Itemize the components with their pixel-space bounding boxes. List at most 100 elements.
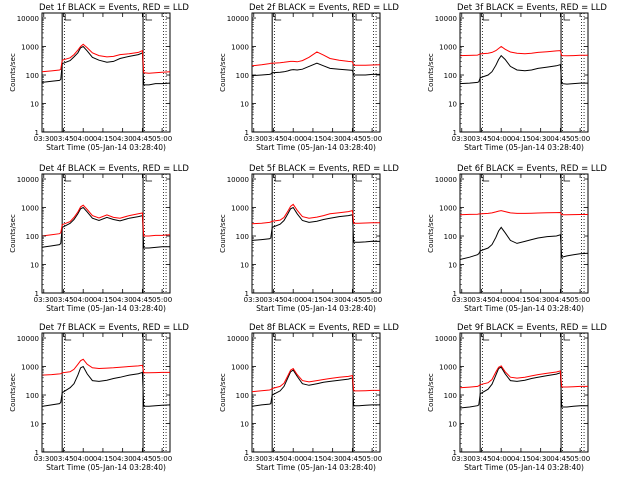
y-tick-label: 10000 [435, 335, 457, 343]
y-tick-label: 10 [30, 262, 39, 270]
y-tick-label: 100 [26, 72, 39, 80]
boundary-flag [274, 175, 282, 182]
series-line-lld [41, 204, 171, 237]
plot-frame [41, 173, 171, 294]
y-axis-label: Counts/sec [219, 214, 227, 253]
series-line-events [41, 365, 171, 407]
y-tick-label: 1 [453, 449, 457, 457]
series-line-lld [251, 203, 380, 225]
x-tick-label: 04:45 [342, 455, 362, 463]
y-tick-label: 10000 [17, 15, 39, 23]
y-axis-label: Counts/sec [427, 214, 435, 253]
y-axis-label: Counts/sec [219, 373, 227, 412]
panel-title: Det 5f BLACK = Events, RED = LLD [249, 164, 399, 174]
x-axis-label: Start Time (05-Jan-14 03:28:40) [464, 304, 584, 313]
panel-title: Det 8f BLACK = Events, RED = LLD [249, 323, 399, 333]
y-tick-label: 100 [236, 72, 249, 80]
series-line-lld [41, 358, 170, 376]
plot-frame [41, 12, 171, 133]
panel-det-2: Det 2f BLACK = Events, RED = LLD 1 10 100 10… [219, 3, 399, 152]
series-line-lld [41, 43, 171, 74]
series-line-events [251, 206, 381, 243]
plot-frame [41, 332, 171, 453]
y-tick-label: 100 [444, 392, 457, 400]
y-tick-label: 100 [26, 233, 39, 241]
x-tick-label: 03:30 [244, 135, 264, 143]
x-tick-label: 03:45 [471, 455, 491, 463]
panel-title: Det 4f BLACK = Events, RED = LLD [39, 164, 189, 174]
y-tick-label: 10000 [435, 176, 457, 184]
series-line-lld [459, 45, 588, 57]
series-line-lld [251, 51, 381, 67]
y-tick-label: 1000 [21, 44, 39, 52]
x-tick-label: 05:00 [152, 135, 172, 143]
y-tick-label: 10000 [227, 335, 249, 343]
y-tick-label: 100 [444, 233, 457, 241]
series-line-lld [459, 365, 588, 389]
x-tick-label: 03:45 [53, 455, 73, 463]
y-axis-label: Counts/sec [9, 214, 17, 253]
plot-frame [459, 12, 589, 133]
y-tick-label: 100 [444, 72, 457, 80]
plot-frame [459, 332, 589, 453]
y-tick-label: 10 [448, 101, 457, 109]
x-tick-label: 04:00 [491, 296, 511, 304]
x-tick-label: 04:45 [132, 135, 152, 143]
y-tick-label: 100 [236, 233, 249, 241]
x-tick-label: 04:45 [132, 455, 152, 463]
x-tick-label: 04:15 [303, 296, 323, 304]
x-axis-label: Start Time (05-Jan-14 03:28:40) [256, 143, 376, 152]
panel-title: Det 9f BLACK = Events, RED = LLD [457, 323, 607, 333]
x-axis-label: Start Time (05-Jan-14 03:28:40) [464, 143, 584, 152]
y-tick-label: 1000 [21, 205, 39, 213]
y-tick-label: 1000 [231, 205, 249, 213]
x-tick-label: 04:15 [93, 135, 113, 143]
y-tick-label: 1000 [21, 364, 39, 372]
x-tick-label: 04:15 [511, 455, 531, 463]
x-tick-label: 04:30 [531, 455, 551, 463]
series-line-events [41, 45, 171, 86]
y-tick-label: 10000 [435, 15, 457, 23]
x-tick-label: 04:00 [73, 455, 93, 463]
y-tick-label: 1000 [231, 44, 249, 52]
panel-det-9: Det 9f BLACK = Events, RED = LLD 1 10 100 10… [427, 323, 607, 472]
x-tick-label: 04:45 [550, 296, 570, 304]
x-tick-label: 04:15 [303, 455, 323, 463]
panel-det-1: Det 1f BLACK = Events, RED = LLD 1 10 100 10… [9, 3, 189, 152]
plot-frame [251, 173, 381, 294]
y-tick-label: 1 [245, 129, 249, 137]
y-tick-label: 10 [448, 421, 457, 429]
y-tick-label: 1 [245, 290, 249, 298]
y-tick-label: 10 [30, 421, 39, 429]
boundary-flag [145, 14, 153, 21]
x-tick-label: 03:30 [452, 135, 472, 143]
x-axis-label: Start Time (05-Jan-14 03:28:40) [46, 304, 166, 313]
boundary-flag [563, 175, 571, 182]
x-tick-label: 04:15 [511, 135, 531, 143]
boundary-flag [64, 334, 72, 341]
x-tick-label: 03:30 [244, 296, 264, 304]
boundary-flag [64, 14, 72, 21]
y-tick-label: 10 [240, 421, 249, 429]
y-tick-label: 100 [26, 392, 39, 400]
x-tick-label: 03:30 [452, 455, 472, 463]
x-axis-label: Start Time (05-Jan-14 03:28:40) [256, 463, 376, 472]
x-tick-label: 04:15 [93, 296, 113, 304]
x-tick-label: 04:30 [531, 296, 551, 304]
panel-det-7: Det 7f BLACK = Events, RED = LLD 1 10 100 10… [9, 323, 189, 472]
x-axis-label: Start Time (05-Jan-14 03:28:40) [464, 463, 584, 472]
x-tick-label: 03:45 [471, 135, 491, 143]
x-tick-label: 04:30 [113, 296, 133, 304]
boundary-flag [355, 334, 363, 341]
x-tick-label: 04:45 [550, 135, 570, 143]
panel-det-5: Det 5f BLACK = Events, RED = LLD 1 10 100 10… [219, 164, 399, 313]
series-line-events [41, 206, 171, 249]
y-tick-label: 10000 [227, 176, 249, 184]
x-tick-label: 05:00 [570, 135, 590, 143]
x-tick-label: 05:00 [152, 455, 172, 463]
y-tick-label: 1000 [439, 44, 457, 52]
plot-frame [459, 173, 589, 294]
x-tick-label: 04:15 [93, 455, 113, 463]
